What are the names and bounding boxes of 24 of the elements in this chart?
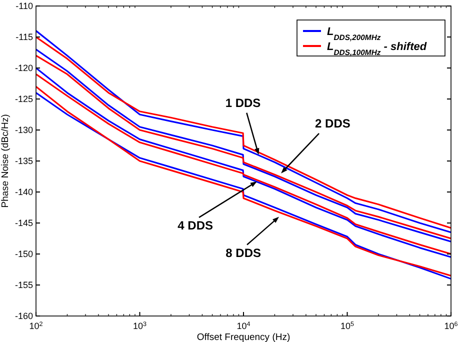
y-tick-label: -140	[14, 186, 33, 197]
x-axis-title: Offset Frequency (Hz)	[196, 332, 290, 342]
y-tick-label: -150	[14, 248, 33, 259]
y-tick-label: -115	[16, 32, 33, 42]
y-axis-title: Phase Noise (dBc/Hz)	[0, 114, 11, 208]
annotation: 4 DDS	[178, 218, 214, 232]
annotation: 2 DDS	[315, 116, 350, 130]
x-tick-label: 10$^{2}$	[29, 320, 44, 331]
x-tick-label: 10$^{5}$	[340, 320, 354, 331]
annotation: 8 DDS	[226, 246, 262, 260]
y-tick-label: -155	[14, 280, 33, 290]
y-tick-label: -130	[14, 124, 33, 135]
y-tick-label: -120	[14, 62, 33, 73]
y-tick-label: -135	[14, 156, 33, 166]
y-tick-label: -110	[16, 0, 33, 11]
legend-label: L$_{DDS,100MHz}$ - shifted	[327, 41, 427, 56]
y-tick-label: -145	[14, 218, 33, 228]
legend-label: L$_{DDS,200MHz}$	[327, 26, 381, 42]
y-tick-label: -125	[14, 94, 33, 104]
x-tick-label: 10$^{6}$	[444, 320, 458, 331]
x-tick-label: 10$^{3}$	[132, 320, 147, 331]
y-tick-label: -160	[14, 310, 33, 321]
x-tick-label: 10$^{4}$	[236, 320, 251, 331]
annotation: 1 DDS	[225, 96, 261, 110]
